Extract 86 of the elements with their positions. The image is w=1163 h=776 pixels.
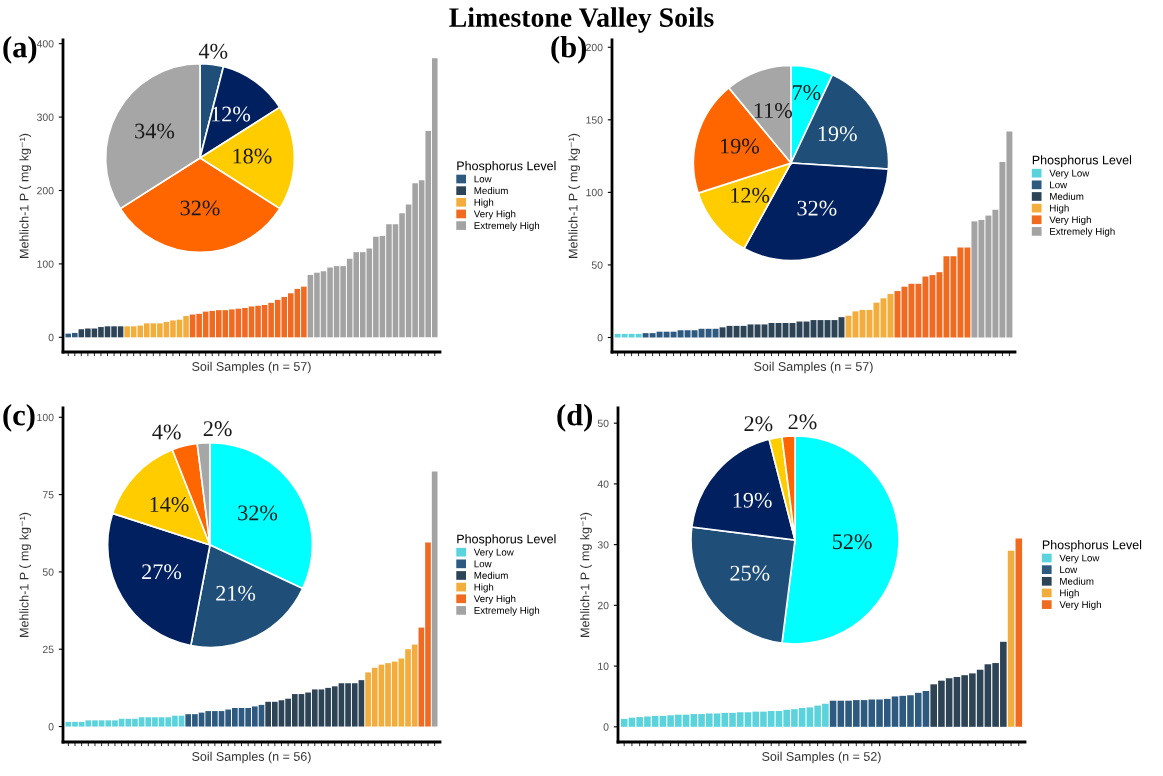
data-label: 4% — [198, 43, 228, 59]
data-label: 12% — [731, 187, 770, 203]
x-axis-title: Soil Samples (n = 57) — [192, 361, 311, 374]
x-axis-title: Soil Samples (n = 57) — [754, 361, 873, 374]
data-label: 19% — [721, 138, 760, 154]
y-tick-label: 25 — [42, 645, 54, 654]
y-tick-label: 40 — [597, 480, 609, 488]
data-label: 25% — [730, 565, 770, 581]
data-label: 32% — [180, 200, 220, 216]
legend-label: Very High — [1049, 216, 1091, 226]
y-tick-label: 10 — [598, 662, 609, 670]
data-label: 18% — [233, 148, 272, 164]
legend-label: Medium — [474, 571, 508, 579]
y-tick-label: 200 — [586, 43, 603, 52]
y-tick-label: 0 — [597, 333, 603, 342]
data-label: 12% — [212, 106, 251, 122]
legend-label: Very Low — [1049, 169, 1090, 179]
y-tick-label: 200 — [37, 186, 54, 195]
data-label: 19% — [733, 492, 772, 508]
legend-label: High — [474, 583, 494, 593]
y-axis-title: Mehlich-1 P ( mg kg⁻¹) — [580, 512, 592, 637]
text: Limestone Valley Soils — [449, 7, 714, 33]
y-tick-label: 100 — [586, 188, 603, 197]
legend-label: Very High — [473, 595, 516, 605]
data-label: 27% — [142, 564, 182, 580]
legend-label: Very Low — [1059, 554, 1100, 564]
legend-label: Low — [1060, 566, 1078, 574]
bar — [1007, 550, 1015, 727]
data-label: 2% — [788, 414, 817, 430]
data-label: 32% — [238, 505, 278, 521]
data-label: 14% — [150, 497, 189, 513]
legend-label: Extremely High — [474, 606, 540, 616]
legend-label: Very High — [473, 210, 516, 220]
legend-label: Low — [474, 175, 492, 183]
chart-title: (b) — [551, 36, 586, 64]
x-axis-title: Soil Samples (n = 56) — [192, 751, 311, 764]
y-tick-label: 0 — [48, 333, 54, 342]
y-tick-label: 20 — [597, 601, 609, 610]
bar — [431, 471, 438, 727]
y-tick-label: 50 — [597, 419, 609, 428]
legend-label: Extremely High — [474, 221, 540, 231]
bar — [829, 700, 837, 727]
y-axis-title: Mehlich-1 P ( mg kg⁻¹) — [19, 512, 32, 637]
chart-title: (a) — [3, 36, 37, 64]
y-tick-label: 150 — [586, 116, 603, 124]
y-tick-label: 100 — [37, 260, 54, 268]
legend-label: Medium — [1050, 192, 1084, 200]
legend-title: Phosphorus Level — [457, 534, 556, 546]
chart-title: (c) — [3, 404, 35, 432]
y-axis-title: Mehlich-1 P ( mg kg⁻¹) — [19, 133, 32, 258]
legend-title: Phosphorus Level — [1042, 540, 1142, 552]
y-tick-label: 75 — [42, 491, 54, 499]
data-label: 52% — [833, 534, 872, 550]
legend-label: High — [474, 198, 494, 208]
legend-label: Extremely High — [1050, 227, 1115, 237]
bar — [620, 718, 628, 727]
legend-label: Medium — [1060, 577, 1094, 585]
y-tick-label: 30 — [597, 541, 609, 549]
legend-label: Low — [474, 560, 492, 568]
y-tick-label: 100 — [37, 413, 54, 422]
legend-title: Phosphorus Level — [1032, 155, 1132, 167]
y-tick-label: 0 — [48, 723, 54, 731]
data-label: 19% — [818, 126, 857, 142]
data-label: 21% — [216, 585, 256, 601]
bar — [1015, 538, 1023, 727]
y-tick-label: 50 — [42, 568, 54, 576]
y-axis-title: Mehlich-1 P ( mg kg⁻¹) — [568, 133, 581, 258]
chart-title: (d) — [557, 404, 592, 432]
y-tick-label: 300 — [36, 113, 54, 121]
data-label: 32% — [797, 200, 837, 216]
legend-label: High — [1060, 589, 1079, 599]
x-axis-title: Soil Samples (n = 52) — [762, 751, 881, 764]
y-tick-label: 50 — [591, 261, 603, 269]
legend-label: Low — [1050, 181, 1068, 189]
data-label: 2% — [744, 416, 773, 432]
legend-label: Very High — [1059, 600, 1101, 610]
data-label: 4% — [152, 424, 181, 440]
data-label: 2% — [203, 421, 232, 437]
legend-title: Phosphorus Level — [457, 161, 556, 173]
legend-label: Very Low — [473, 548, 514, 558]
legend-label: Medium — [474, 186, 508, 195]
data-label: 7% — [792, 84, 821, 101]
y-tick-label: 400 — [36, 40, 54, 48]
y-tick-label: 0 — [603, 723, 609, 731]
data-label: 34% — [135, 123, 175, 139]
legend-label: High — [1050, 204, 1069, 214]
